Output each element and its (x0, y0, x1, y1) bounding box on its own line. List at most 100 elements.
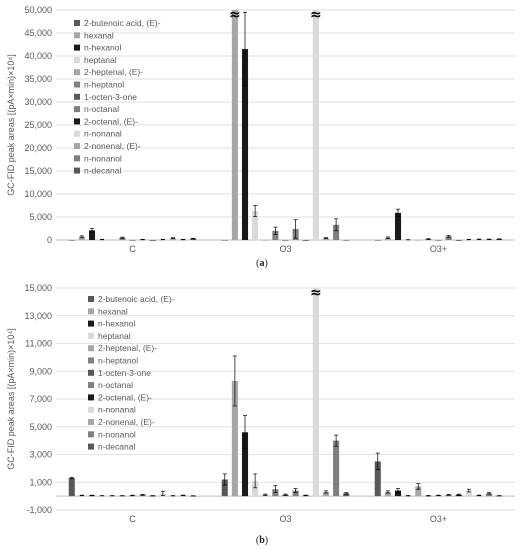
bar (322, 238, 330, 240)
bar (333, 440, 340, 497)
legend-swatch (74, 81, 80, 88)
legend-swatch (74, 32, 80, 39)
y-tick-label: 10,000 (24, 189, 52, 199)
y-tick-label: 11,000 (25, 339, 52, 349)
bar (394, 490, 402, 497)
axis-break-marker: ≈ (310, 285, 322, 301)
category-label: C (129, 244, 136, 254)
legend-swatch (88, 320, 94, 327)
bar (241, 49, 249, 240)
y-tick-label: 45,000 (24, 28, 52, 38)
legend-label: n-heptanol (98, 356, 138, 366)
bar (272, 230, 279, 240)
y-tick-label: 1,000 (29, 477, 52, 487)
legend-swatch (88, 308, 94, 315)
y-tick-label: 13,000 (24, 311, 52, 321)
y-tick-label: 30,000 (24, 97, 52, 107)
legend-swatch (74, 118, 80, 125)
y-tick-label: 15,000 (24, 283, 52, 293)
legend-label: n-nonanol (84, 153, 122, 163)
y-tick-label: 15,000 (24, 166, 52, 176)
axis-break-marker: ≈ (229, 7, 241, 23)
y-tick-label: 40,000 (24, 51, 52, 61)
legend-swatch (88, 345, 94, 352)
legend-swatch (88, 382, 94, 389)
legend-label: n-nonanal (84, 129, 122, 139)
legend-swatch (88, 332, 94, 339)
y-axis-label: GC-FID peak areas [(pA×min)×10⁴] (6, 328, 16, 469)
legend-swatch (74, 93, 80, 100)
legend-label: 1-octen-3-one (84, 92, 137, 102)
bar (221, 240, 228, 241)
bar (465, 490, 472, 497)
legend-swatch (74, 130, 80, 137)
caption-b-close: ) (264, 535, 269, 546)
legend-swatch (74, 143, 80, 149)
bar (333, 224, 340, 240)
legend-label: 2-heptenal, (E)- (84, 67, 143, 77)
legend-swatch (74, 106, 80, 113)
bar (374, 240, 381, 241)
caption-a-letter: a (259, 258, 265, 269)
caption-b-open: ( (255, 535, 260, 546)
legend-label: 2-butenoic acid, (E)- (84, 18, 161, 28)
bar (119, 237, 126, 240)
caption-a-close: ) (264, 258, 268, 269)
category-label: O3+ (430, 514, 447, 524)
bar (384, 237, 391, 240)
legend-label: 2-heptenal, (E)- (98, 343, 157, 353)
legend-label: hexanal (84, 30, 114, 40)
y-tick-label: 35,000 (24, 74, 52, 84)
legend-swatch (74, 167, 80, 174)
legend-label: 2-butenoic acid, (E)- (98, 294, 175, 304)
legend-label: n-octanal (84, 104, 119, 114)
bar (435, 240, 442, 241)
y-tick-label: 5,000 (29, 212, 52, 222)
bar (169, 238, 177, 240)
chart-a: 0 5,000 10,000 15,000 20,000 25,000 30,000 35,0… (6, 5, 515, 254)
bar (302, 240, 309, 241)
legend-swatch (74, 20, 80, 26)
bar (252, 211, 259, 240)
legend-swatch (88, 443, 94, 450)
bar (221, 479, 228, 497)
bar (231, 10, 238, 240)
bar (149, 240, 156, 241)
legend-swatch (88, 394, 94, 401)
y-axis-label: GC-FID peak areas [(pA×min)×10⁴] (6, 54, 16, 195)
bar (252, 480, 259, 497)
legend-swatch (74, 155, 80, 162)
bar (343, 240, 350, 241)
y-tick-label: 3,000 (29, 450, 52, 460)
y-tick-label: 9,000 (29, 366, 52, 376)
bar (455, 240, 462, 241)
legend-swatch (74, 56, 80, 63)
bar (292, 490, 299, 497)
bar (129, 240, 136, 241)
legend-label: 2-octenal, (E)- (84, 116, 138, 126)
bar (415, 486, 422, 497)
bar (486, 493, 493, 497)
bar (394, 212, 402, 240)
chart-panel-a: 0 5,000 10,000 15,000 20,000 25,000 30,000 35,0… (0, 0, 524, 268)
category-label: O3+ (430, 244, 447, 254)
chart-b: -1,000 1,000 3,000 5,000 7,000 9,000 11,000 13,… (6, 283, 515, 524)
legend-swatch (74, 69, 80, 76)
bar (68, 478, 75, 497)
bar (445, 236, 452, 240)
category-label: O3 (279, 514, 291, 524)
caption-b: (b) (0, 535, 524, 546)
legend-swatch (88, 419, 94, 425)
bar (343, 493, 350, 497)
legend-label: n-hexanol (98, 319, 135, 329)
bar (68, 240, 75, 241)
bar (109, 239, 116, 241)
axis-break-marker: ≈ (310, 7, 322, 23)
legend-label: n-nonanal (98, 405, 136, 415)
legend-label: n-heptanol (84, 80, 124, 90)
category-label: C (129, 514, 136, 524)
bar (262, 240, 269, 241)
caption-a: (a) (0, 258, 524, 269)
legend-label: 1-octen-3-one (98, 368, 151, 378)
legend-label: n-decanal (98, 442, 135, 452)
